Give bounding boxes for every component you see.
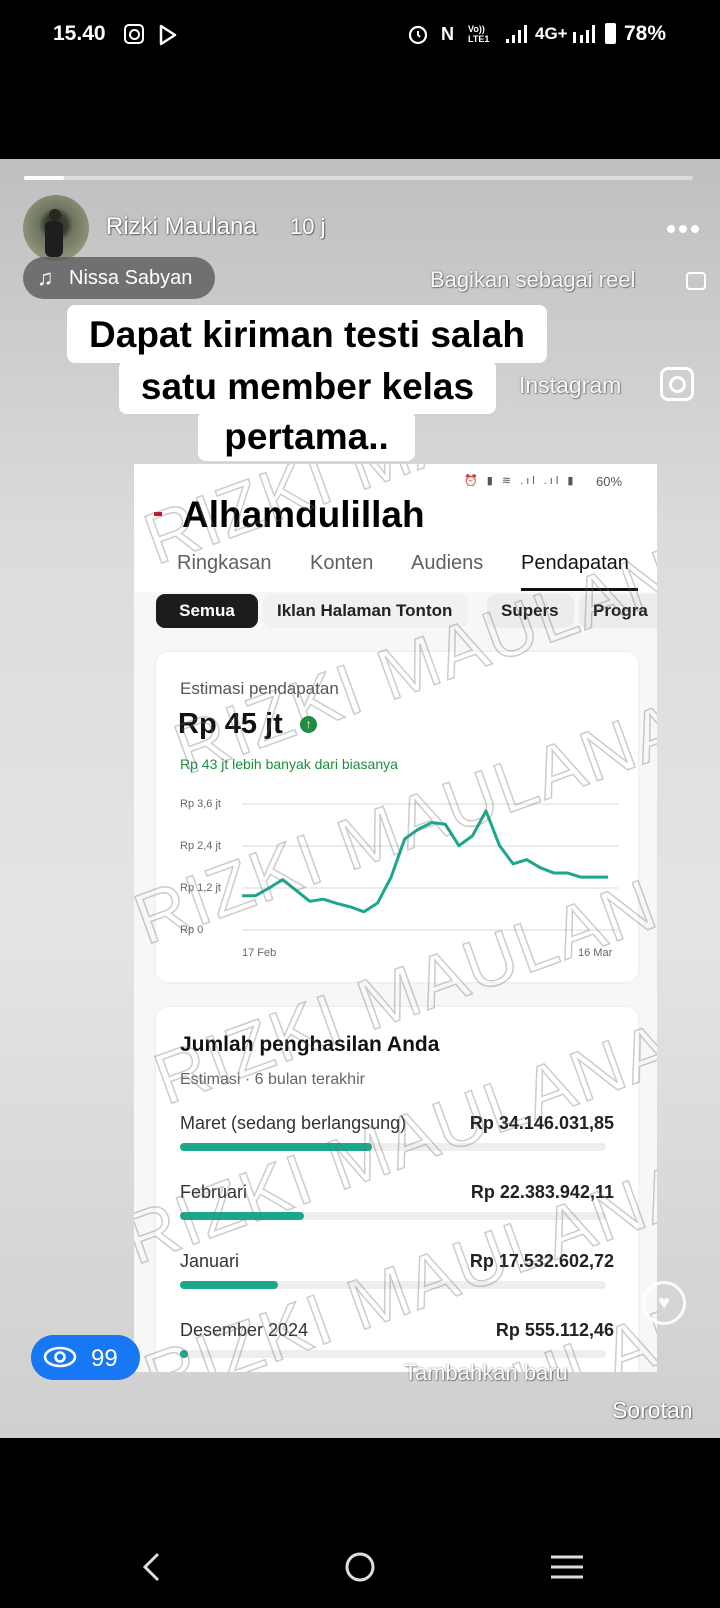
tab-audiens[interactable]: Audiens <box>411 552 484 574</box>
clock: 15.40 <box>53 22 106 45</box>
signal-icon <box>573 25 595 43</box>
earnings-bar-fill <box>180 1350 188 1358</box>
earnings-subtitle: Estimasi · 6 bulan terakhir <box>180 1071 365 1088</box>
story-progress-fill <box>24 176 65 180</box>
battery-percent: 78% <box>624 22 667 45</box>
earnings-row: Maret (sedang berlangsung) Rp 34.146.031… <box>156 1113 638 1173</box>
status-bar: 15.40 N Vo)) LTE1 4G+ 78% <box>0 0 720 159</box>
y-tick-label: Rp 1,2 jt <box>180 882 221 894</box>
caption-line: pertama.. <box>224 416 389 457</box>
earnings-bar-track <box>180 1143 606 1151</box>
earnings-card: Jumlah penghasilan Anda Estimasi · 6 bul… <box>156 1007 638 1372</box>
earnings-bar-track <box>180 1350 606 1358</box>
month-value: Rp 34.146.031,85 <box>469 1113 614 1133</box>
month-label: Desember 2024 <box>180 1320 309 1340</box>
music-note-icon: ♫ <box>37 265 54 290</box>
instagram-icon[interactable] <box>660 367 694 401</box>
y-tick-label: Rp 2,4 jt <box>180 840 221 852</box>
earnings-line-chart <box>241 803 618 931</box>
network-type: 4G+ <box>535 24 568 43</box>
add-new-button[interactable]: Tambahkan baru <box>404 1360 568 1385</box>
month-value: Rp 17.532.602,72 <box>469 1251 614 1271</box>
highlight-button[interactable]: Sorotan <box>612 1397 693 1423</box>
earnings-bar-track <box>180 1212 606 1220</box>
share-as-reel-button[interactable]: Bagikan sebagai reel <box>430 267 636 292</box>
music-title: Nissa Sabyan <box>69 267 193 289</box>
earnings-bar-fill <box>180 1281 278 1289</box>
app-header <box>134 464 657 592</box>
y-tick-label: Rp 3,6 jt <box>180 798 221 810</box>
caption-line: satu member kelas <box>140 366 475 407</box>
earnings-row: Januari Rp 17.532.602,72 <box>156 1251 638 1311</box>
recents-button[interactable] <box>551 1554 583 1580</box>
month-label: Februari <box>180 1182 248 1202</box>
author-name[interactable]: Rizki Maulana <box>106 213 257 240</box>
estimate-label: Estimasi pendapatan <box>180 679 339 698</box>
mini-status-icons: ⏰ ▮ ≋ .ıl .ıl ▮ <box>464 475 577 487</box>
story-progress-bar <box>24 176 693 180</box>
play-store-icon <box>159 24 177 46</box>
back-indicator <box>154 512 162 516</box>
instagram-icon <box>124 24 144 44</box>
music-pill[interactable]: ♫ Nissa Sabyan <box>23 257 215 299</box>
chip-supers[interactable]: Supers <box>487 594 574 628</box>
chip-program[interactable]: Progra <box>579 594 657 628</box>
tab-ringkasan[interactable]: Ringkasan <box>177 552 272 574</box>
mini-battery: 60% <box>596 474 623 489</box>
estimate-amount: Rp 45 jt <box>178 708 283 740</box>
chip-semua[interactable]: Semua <box>156 594 258 628</box>
earnings-bar-fill <box>180 1143 372 1151</box>
month-label: Januari <box>180 1251 240 1271</box>
x-tick-label: 16 Mar <box>578 947 613 959</box>
share-instagram-button[interactable]: Instagram <box>519 372 622 398</box>
caption-line: Dapat kiriman testi salah <box>89 314 525 355</box>
signal-icon <box>506 25 527 43</box>
viewers-button[interactable]: 99 <box>31 1335 140 1380</box>
nfc-icon: N <box>441 24 454 44</box>
caption-bg <box>119 360 496 414</box>
embedded-screenshot: Alhamdulillah ⏰ ▮ ≋ .ıl .ıl ▮ 60% Ringka… <box>134 464 657 1372</box>
story-time: 10 j <box>290 214 326 239</box>
view-count: 99 <box>91 1345 118 1372</box>
earnings-title: Jumlah penghasilan Anda <box>180 1033 440 1056</box>
volte-icon: Vo)) LTE1 <box>468 24 490 44</box>
tab-pendapatan[interactable]: Pendapatan <box>521 552 629 574</box>
avatar[interactable] <box>23 195 89 261</box>
earnings-bar-track <box>180 1281 606 1289</box>
earnings-row: Desember 2024 Rp 555.112,46 <box>156 1320 638 1372</box>
earnings-series-line <box>242 809 608 914</box>
navigation-bar <box>0 1438 720 1608</box>
month-value: Rp 555.112,46 <box>495 1320 614 1340</box>
home-button[interactable] <box>344 1551 376 1583</box>
y-tick-label: Rp 0 <box>180 924 204 936</box>
x-tick-label: 17 Feb <box>242 947 277 959</box>
estimate-card: Estimasi pendapatan Rp 45 jt ↑ Rp 43 jt … <box>156 652 638 982</box>
back-button[interactable] <box>140 1551 164 1583</box>
reel-icon[interactable] <box>686 272 706 290</box>
highlight-heart-icon[interactable]: ♥ <box>642 1281 686 1325</box>
month-label: Maret (sedang berlangsung) <box>180 1113 407 1133</box>
chip-iklan-halaman-tonton[interactable]: Iklan Halaman Tonton <box>263 594 468 628</box>
eye-icon <box>43 1346 77 1368</box>
arrow-up-icon: ↑ <box>300 716 317 733</box>
tab-konten[interactable]: Konten <box>310 552 374 574</box>
overlay-text: Alhamdulillah <box>182 494 425 535</box>
active-tab-underline <box>521 588 638 591</box>
estimate-comparison: Rp 43 jt lebih banyak dari biasanya <box>180 756 398 772</box>
caption-bg <box>67 305 547 363</box>
month-value: Rp 22.383.942,11 <box>470 1182 614 1202</box>
earnings-row: Februari Rp 22.383.942,11 <box>156 1182 638 1242</box>
caption-bg <box>198 411 415 461</box>
story-viewer[interactable]: Rizki Maulana 10 j Dapat kiriman testi s… <box>0 159 720 1438</box>
alarm-icon <box>408 25 428 45</box>
battery-icon <box>605 23 616 44</box>
earnings-bar-fill <box>180 1212 304 1220</box>
